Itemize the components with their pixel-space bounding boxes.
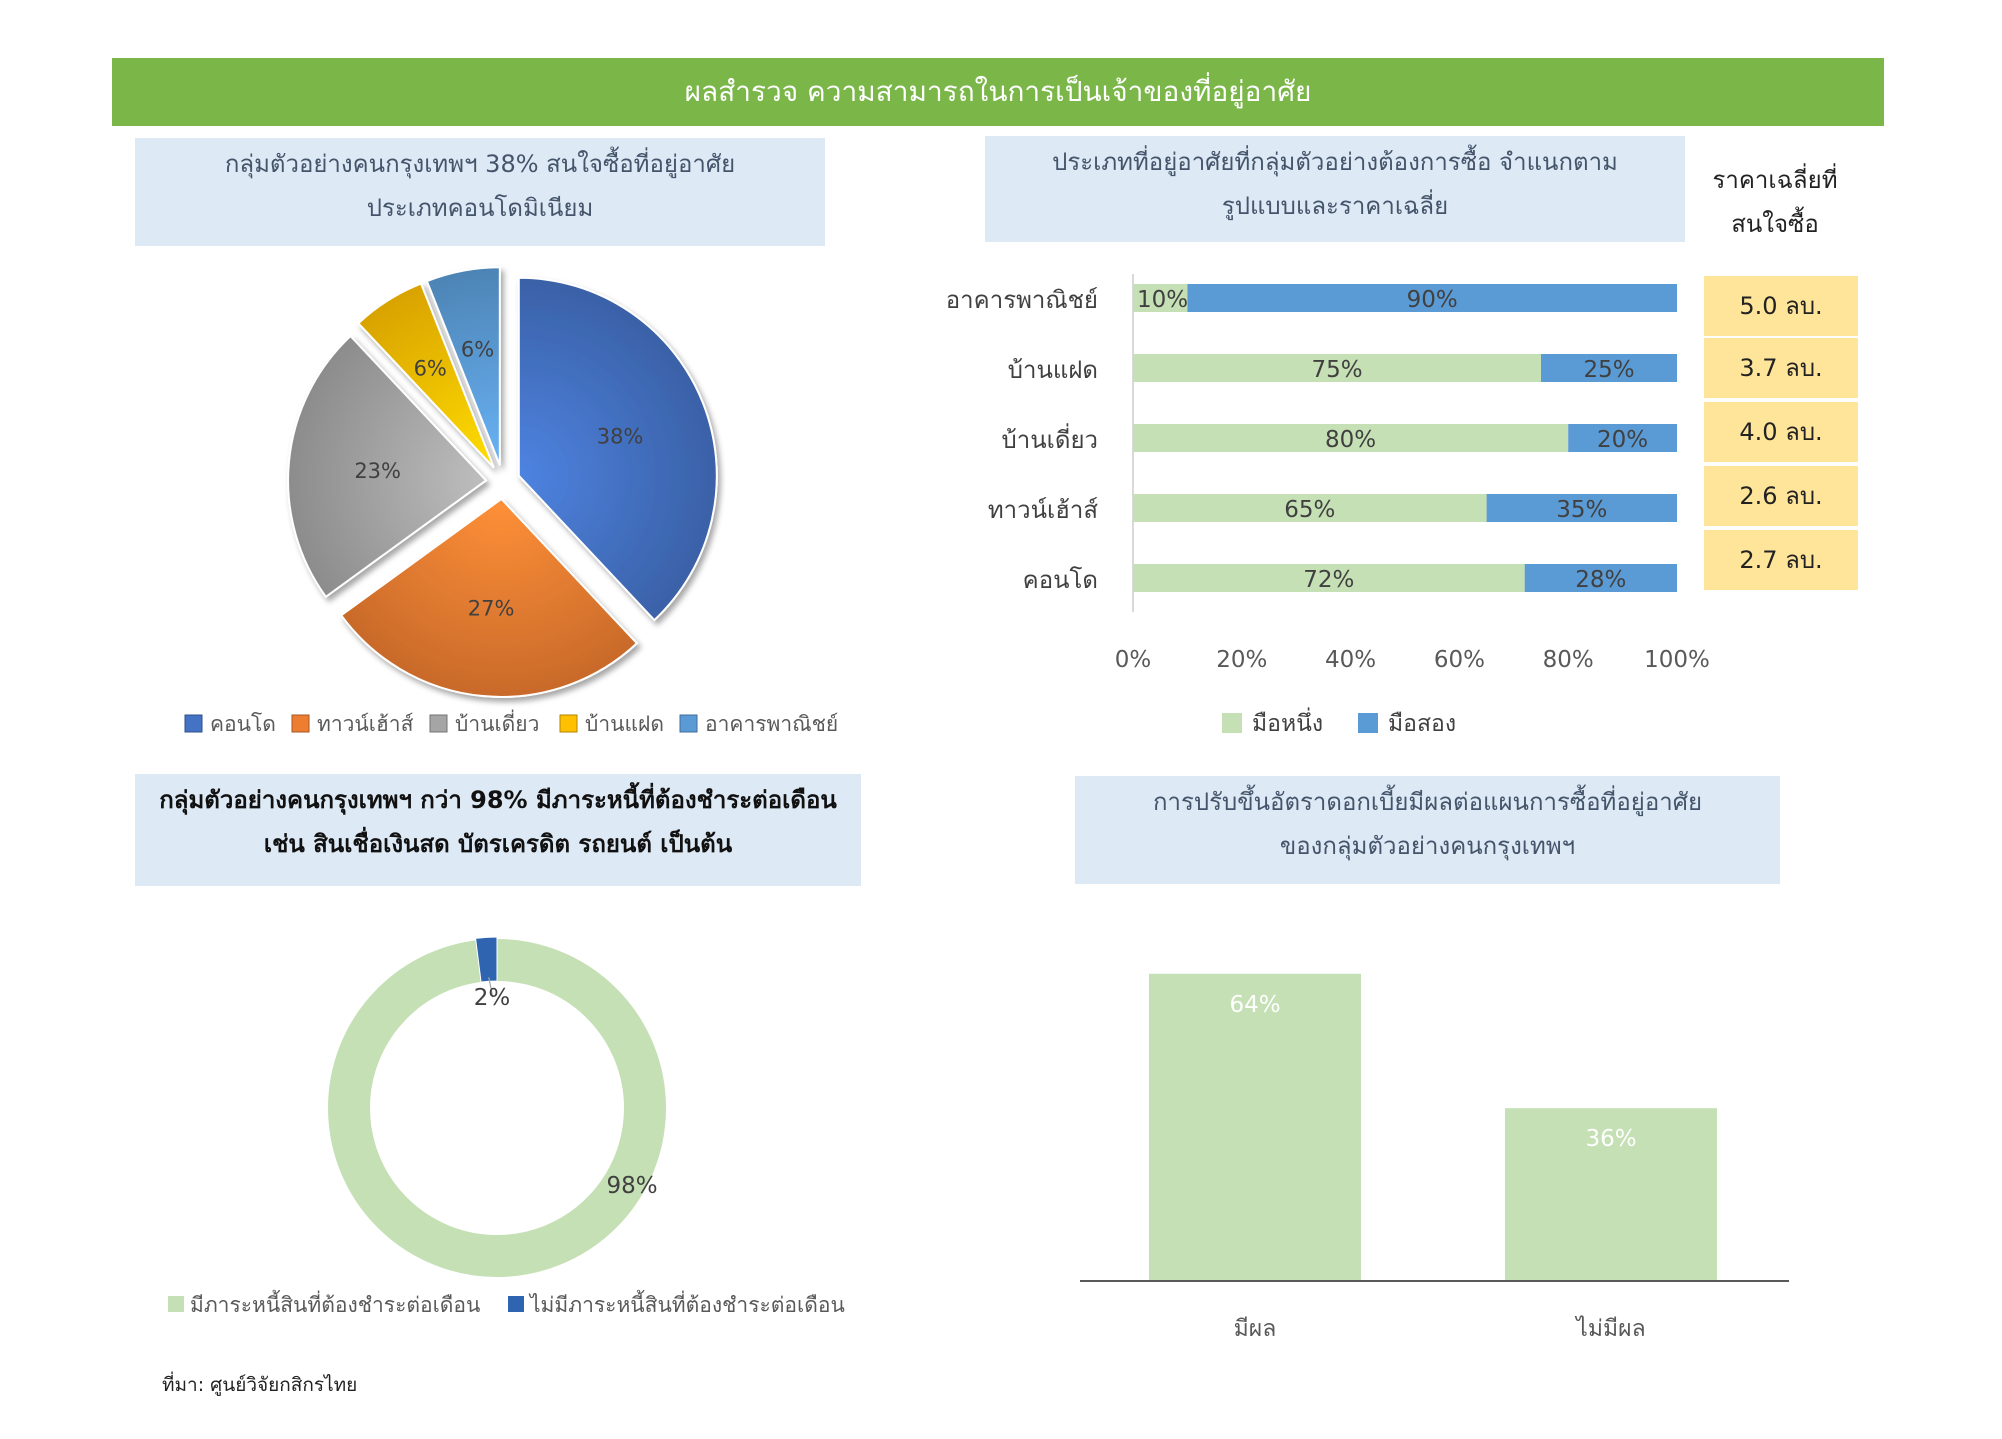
column-category-1: ไม่มีผล: [1574, 1315, 1645, 1342]
price-box-twin-house: 3.7 ลบ.: [1704, 338, 1858, 398]
bar-label-1-3: 35%: [1556, 497, 1607, 523]
price-header-line1: ราคาเฉลี่ยที่: [1712, 166, 1838, 194]
donut-title-line2: เช่น สินเชื่อเงินสด บัตรเครดิต รถยนต์ เป…: [263, 830, 733, 858]
pie-legend-swatch-1: [291, 714, 310, 733]
bar-seg-0-0: [1133, 284, 1188, 312]
pie-title-line2: ประเภทคอนโดมิเนียม: [366, 194, 594, 222]
pie-label-1: 27%: [468, 596, 515, 620]
pie-legend: คอนโด ทาวน์เฮ้าส์ บ้านเดี่ยว บ้านแฝด อาคารพา…: [184, 709, 838, 736]
donut-title-line1: กลุ่มตัวอย่างคนกรุงเทพฯ กว่า 98% มีภาระห…: [159, 786, 837, 814]
column-bar-0: [1149, 973, 1361, 1281]
pie-slice-2: [287, 334, 488, 599]
pie-label-2: 23%: [354, 459, 401, 483]
bar-title-line2: รูปแบบและราคาเฉลี่ย: [1221, 192, 1449, 220]
column-category-0: มีผล: [1234, 1316, 1277, 1342]
bar-seg-1-1: [1541, 354, 1677, 382]
source-note: ที่มา: ศูนย์วิจัยกสิกรไทย: [162, 1374, 358, 1396]
donut-label-0: 98%: [606, 1173, 657, 1199]
bar-xtick-1: 20%: [1216, 647, 1267, 673]
stacked-bar-chart: อาคารพาณิชย์ 10% 90% บ้านแฝด 75% 25% บ้านเดี่ย…: [946, 274, 1710, 673]
pie-slice-3: [356, 282, 495, 469]
bar-label-0-0: 10%: [1137, 287, 1188, 313]
bar-seg-1-4: [1524, 564, 1677, 592]
bar-label-0-2: 80%: [1325, 427, 1376, 453]
pie-slice-0: [517, 276, 718, 622]
bar-category-1: บ้านแฝด: [1008, 356, 1098, 384]
donut-legend-label-0: มีภาระหนี้สินที่ต้องชำระต่อเดือน: [190, 1290, 480, 1317]
bar-seg-0-1: [1133, 354, 1541, 382]
donut-legend-label-1: ไม่มีภาระหนี้สินที่ต้องชำระต่อเดือน: [528, 1290, 845, 1317]
donut-chart: 2% 98%: [328, 936, 666, 1277]
pie-chart: 38% 27% 23% 6% 6%: [287, 266, 718, 698]
price-box-townhouse: 2.6 ลบ.: [1704, 466, 1858, 526]
donut-label-1: 2%: [474, 985, 511, 1011]
bar-xtick-5: 100%: [1644, 647, 1710, 673]
pie-legend-label-0: คอนโด: [210, 712, 276, 736]
bar-label-1-1: 25%: [1583, 357, 1634, 383]
pie-legend-swatch-3: [559, 714, 578, 733]
col-title-line2: ของกลุ่มตัวอย่างคนกรุงเทพฯ: [1279, 832, 1576, 860]
bar-label-0-4: 72%: [1303, 567, 1354, 593]
pie-legend-label-1: ทาวน์เฮ้าส์: [317, 712, 414, 736]
pie-legend-swatch-0: [184, 714, 203, 733]
bar-legend-swatch-1: [1358, 713, 1378, 733]
bar-category-0: อาคารพาณิชย์: [946, 286, 1098, 314]
bar-seg-1-3: [1486, 494, 1677, 522]
bar-xtick-2: 40%: [1325, 647, 1376, 673]
bar-category-3: ทาวน์เฮ้าส์: [988, 496, 1099, 524]
pie-legend-label-3: บ้านแฝด: [585, 712, 664, 736]
bar-label-1-4: 28%: [1575, 567, 1626, 593]
bar-legend-swatch-0: [1222, 713, 1242, 733]
price-box-commercial: 5.0 ลบ.: [1704, 276, 1858, 336]
donut-seg-1: [475, 936, 498, 983]
pie-chart-title: กลุ่มตัวอย่างคนกรุงเทพฯ 38% สนใจซื้อที่อ…: [135, 138, 825, 246]
bar-title-line1: ประเภทที่อยู่อาศัยที่กลุ่มตัวอย่างต้องกา…: [1052, 148, 1618, 176]
bar-legend-label-1: มือสอง: [1388, 711, 1456, 737]
price-header-line2: สนใจซื้อ: [1731, 210, 1819, 238]
bar-label-0-1: 75%: [1311, 357, 1362, 383]
pie-legend-swatch-2: [429, 714, 448, 733]
bar-category-4: คอนโด: [1023, 566, 1098, 594]
bar-label-1-0: 90%: [1407, 287, 1458, 313]
donut-leader: [488, 977, 494, 998]
page-banner: ผลสำรวจ ความสามารถในการเป็นเจ้าของที่อยู…: [112, 58, 1884, 126]
bar-xtick-3: 60%: [1434, 647, 1485, 673]
donut-legend-swatch-1: [508, 1296, 524, 1312]
pie-title-line1: กลุ่มตัวอย่างคนกรุงเทพฯ 38% สนใจซื้อที่อ…: [224, 150, 736, 178]
bar-category-2: บ้านเดี่ยว: [1002, 423, 1098, 454]
bar-seg-0-4: [1133, 564, 1525, 592]
column-label-1: 36%: [1585, 1126, 1636, 1152]
price-box-single-house: 4.0 ลบ.: [1704, 402, 1858, 462]
column-chart: 64% มีผล 36% ไม่มีผล: [1080, 973, 1789, 1342]
column-label-0: 64%: [1229, 992, 1280, 1018]
pie-legend-label-2: บ้านเดี่ยว: [455, 709, 539, 736]
pie-legend-swatch-4: [679, 714, 698, 733]
pie-label-4: 6%: [461, 338, 494, 362]
pie-slice-4: [425, 266, 501, 466]
pie-label-3: 6%: [414, 356, 447, 380]
bar-legend-label-0: มือหนึ่ง: [1252, 707, 1323, 737]
donut-legend: มีภาระหนี้สินที่ต้องชำระต่อเดือน ไม่มีภาร…: [168, 1290, 845, 1317]
col-title-line1: การปรับขึ้นอัตราดอกเบี้ยมีผลต่อแผนการซื้…: [1152, 788, 1703, 816]
bar-seg-0-2: [1133, 424, 1569, 452]
donut-legend-swatch-0: [168, 1296, 184, 1312]
bar-label-0-3: 65%: [1284, 497, 1335, 523]
bar-seg-1-0: [1187, 284, 1677, 312]
bar-xtick-0: 0%: [1115, 647, 1152, 673]
bar-label-1-2: 20%: [1597, 427, 1648, 453]
price-header: ราคาเฉลี่ยที่ สนใจซื้อ: [1700, 158, 1850, 246]
bar-legend: มือหนึ่ง มือสอง: [1222, 707, 1456, 737]
bar-xtick-4: 80%: [1543, 647, 1594, 673]
bar-seg-0-3: [1133, 494, 1487, 522]
column-bar-1: [1505, 1108, 1717, 1281]
bar-chart-title: ประเภทที่อยู่อาศัยที่กลุ่มตัวอย่างต้องกา…: [985, 136, 1685, 242]
price-box-condo: 2.7 ลบ.: [1704, 530, 1858, 590]
donut-chart-title: กลุ่มตัวอย่างคนกรุงเทพฯ กว่า 98% มีภาระห…: [135, 774, 861, 886]
pie-legend-label-4: อาคารพาณิชย์: [705, 712, 838, 736]
bar-seg-1-2: [1568, 424, 1677, 452]
pie-slice-1: [339, 497, 639, 698]
pie-label-0: 38%: [597, 425, 644, 449]
column-chart-title: การปรับขึ้นอัตราดอกเบี้ยมีผลต่อแผนการซื้…: [1075, 776, 1780, 884]
